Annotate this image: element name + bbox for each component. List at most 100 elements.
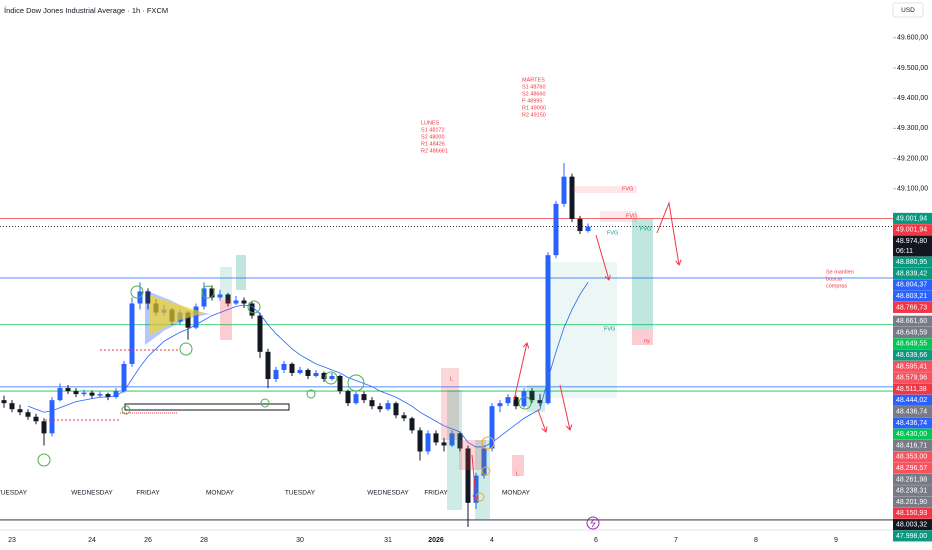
note: S2 48000: [421, 134, 445, 140]
note: P 48995: [522, 98, 542, 104]
note: LUNES: [421, 120, 440, 126]
price-badge: [893, 290, 932, 302]
candle-body: [289, 363, 295, 373]
price-badge: [893, 256, 932, 268]
candle-body: [505, 397, 511, 404]
candle-body: [225, 294, 231, 304]
chart-title: Índice Dow Jones Industrial Average · 1h…: [4, 6, 168, 15]
candle-body: [185, 312, 191, 328]
price-badge: [893, 224, 932, 236]
x-tick-label: 26: [144, 537, 152, 544]
weekday-label: FRIDAY: [424, 490, 448, 497]
x-tick-label: 2026: [428, 537, 444, 544]
long-zone: [632, 219, 653, 330]
price-badge-label: 48.444,02: [896, 397, 927, 404]
price-badge: [893, 417, 932, 429]
candle-body: [41, 421, 47, 434]
fvg-label: FVG: [607, 230, 618, 236]
label: L: [516, 471, 519, 477]
x-tick-label: 28: [200, 537, 208, 544]
price-badge: [893, 326, 932, 339]
price-badge-label: 48.150,93: [896, 510, 927, 517]
candle-body: [65, 388, 71, 392]
price-badge: [893, 451, 932, 463]
x-tick-label: 9: [834, 537, 838, 544]
candle-body: [393, 403, 399, 416]
currency-button[interactable]: [892, 2, 924, 18]
candle-body: [81, 392, 87, 395]
currency[interactable]: USD: [901, 7, 915, 14]
price-badge-label: 48.261,98: [896, 476, 927, 483]
price-badge-label: 48.639,66: [896, 352, 927, 359]
candle-body: [313, 372, 319, 376]
candle-body: [529, 391, 535, 401]
x-tick-label: 31: [384, 537, 392, 544]
candle-body: [353, 394, 359, 404]
candle-body: [345, 391, 351, 404]
price-badge: [893, 439, 932, 452]
candle-body: [441, 442, 447, 446]
price-badge: [893, 496, 932, 508]
price-badge-label: 48.436,74: [896, 420, 927, 427]
candle-body: [25, 412, 31, 417]
note: R2 486661: [421, 148, 448, 154]
annotations: LUNES S1 48172 S2 48000 R1 48426 R2 4866…: [421, 77, 854, 477]
price-badge-label: 47.998,00: [896, 533, 927, 540]
candle-body: [17, 409, 23, 413]
price-badge-label: 49.001,94: [896, 227, 927, 234]
candle-body: [545, 255, 551, 404]
price-badge-label: 48.766,73: [896, 304, 927, 311]
candle-body: [449, 433, 455, 446]
candle-body: [321, 372, 327, 380]
y-tick-label: 49.500,00: [897, 65, 928, 72]
price-badge-label: 48.803,21: [896, 293, 927, 300]
price-badge-label: 48.511,38: [896, 386, 927, 393]
x-tick-label: 6: [594, 537, 598, 544]
x-tick-label: 4: [490, 537, 494, 544]
fvg-label: FVG: [622, 186, 633, 192]
price-badge: [893, 235, 932, 257]
fvg-label: FVG: [604, 326, 615, 332]
candle-body: [329, 375, 335, 380]
drawings: [37, 186, 679, 530]
note: Se mantien: [826, 269, 854, 275]
price-badge: [893, 473, 932, 485]
weekday-label: MONDAY: [206, 490, 235, 497]
price-badge-label: 48.201,90: [896, 499, 927, 506]
candle-body: [537, 400, 543, 404]
stop-zone: [632, 330, 653, 345]
fvg-zone: [600, 211, 637, 222]
y-tick-label: 49.400,00: [897, 95, 928, 102]
candle-body: [569, 176, 575, 219]
long-zone: [527, 385, 545, 412]
short-zone: [512, 455, 524, 476]
candle-body: [49, 400, 55, 434]
price-badge-label: 48.649,55: [896, 341, 927, 348]
candle-body: [425, 433, 431, 452]
price-badge: [893, 301, 932, 313]
price-badge-label: 48.974,80: [896, 238, 927, 245]
fvg-zone: [573, 186, 637, 193]
price-badge: [893, 519, 932, 531]
x-tick-label: 23: [8, 537, 16, 544]
weekday-label: MONDAY: [502, 490, 531, 497]
candle-body: [73, 391, 79, 395]
candle-body: [369, 400, 375, 407]
candle-body: [217, 294, 223, 298]
candle-body: [209, 288, 215, 298]
candle-body: [497, 403, 503, 407]
price-badge: [893, 267, 932, 280]
candle-body: [521, 391, 527, 407]
note: S2 48660: [522, 91, 546, 97]
countdown: 06:11: [896, 248, 913, 255]
candle-body: [401, 415, 407, 419]
price-badge-label: 48.649,59: [896, 329, 927, 336]
candle-body: [305, 369, 311, 376]
candle-body: [297, 369, 303, 373]
candle-body: [513, 397, 519, 407]
price-badge: [893, 315, 932, 327]
candle-body: [1, 400, 7, 404]
price-badge: [893, 406, 932, 418]
price-badge: [893, 530, 932, 542]
